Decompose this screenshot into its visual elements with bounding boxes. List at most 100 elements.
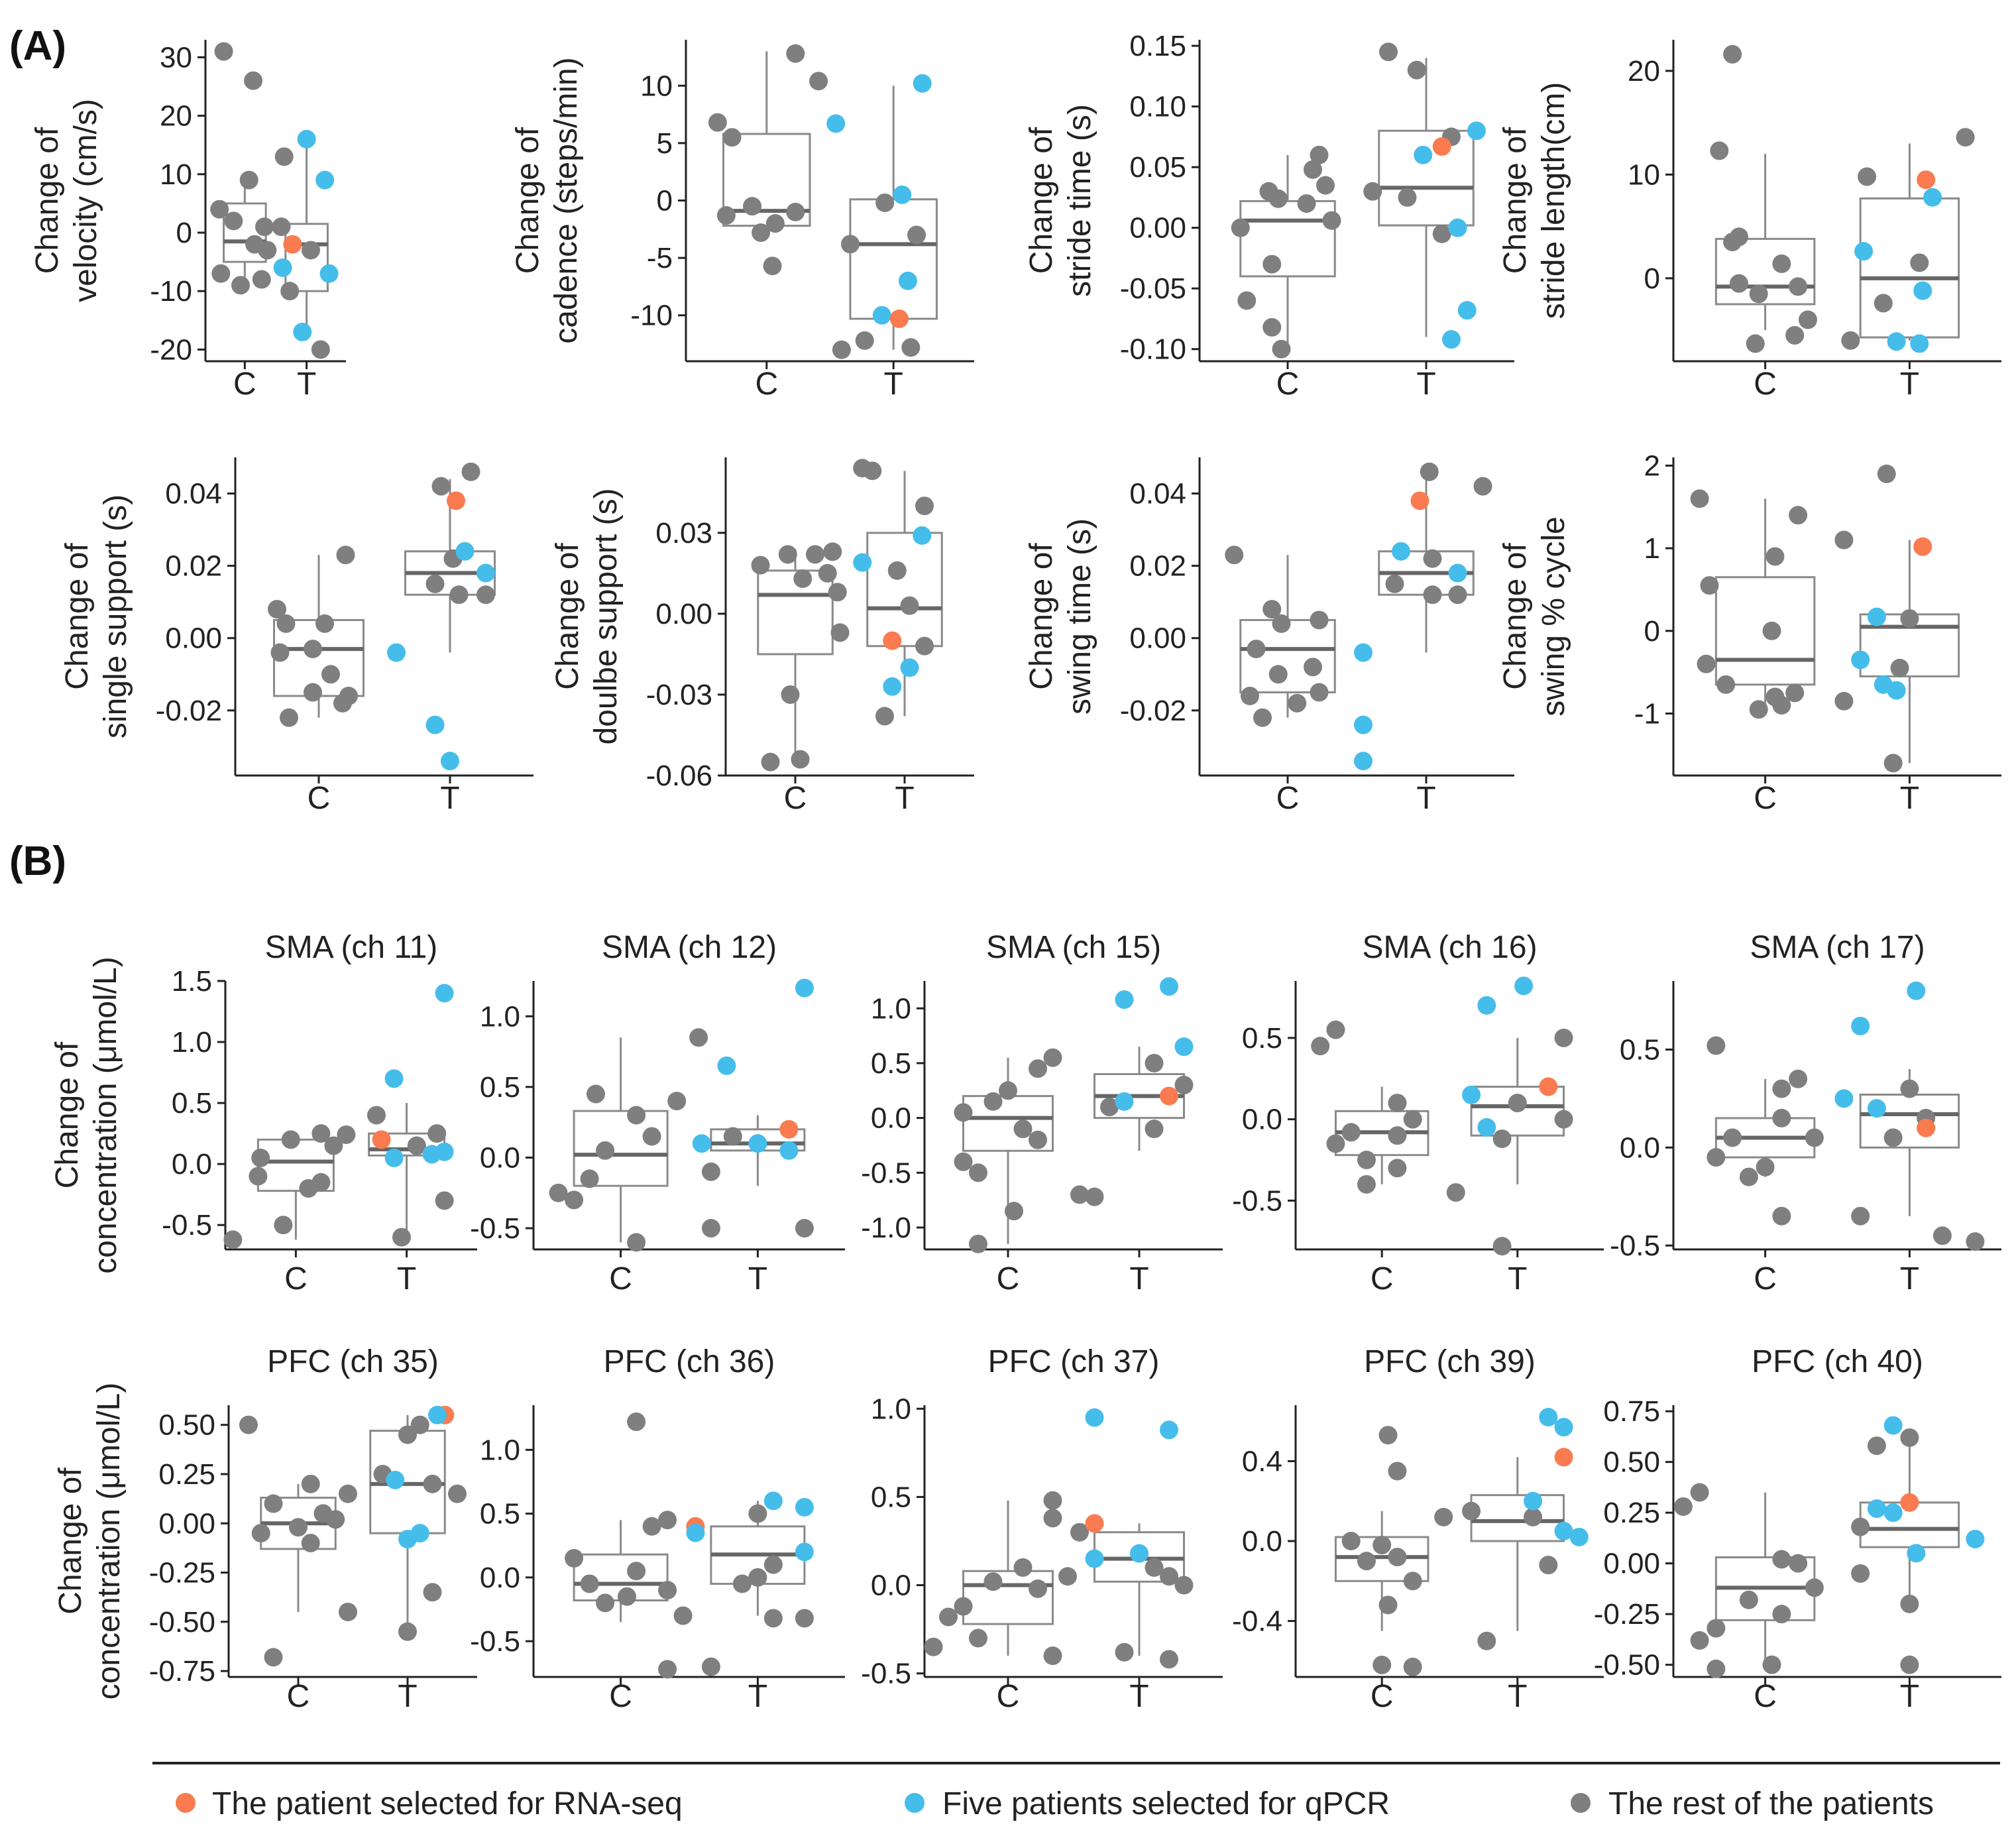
data-point-rest	[1085, 1187, 1104, 1206]
data-point-rest	[1756, 1157, 1775, 1177]
x-tick-label-t: T	[1900, 1261, 1919, 1296]
data-point-rest	[1423, 585, 1442, 604]
data-point-rest	[743, 197, 762, 216]
data-point-rest	[336, 546, 355, 565]
panel-b-label: (B)	[9, 838, 66, 884]
x-tick-label-t: T	[1416, 781, 1435, 816]
data-point-rest	[1160, 1567, 1178, 1586]
data-point-rest	[1707, 1659, 1726, 1678]
data-point-rest	[658, 1511, 677, 1530]
data-point-rest	[281, 1130, 300, 1149]
y-axis-label-line: Change of	[50, 1041, 85, 1188]
data-point-rest	[1310, 683, 1329, 702]
data-point-rest	[1492, 1237, 1512, 1256]
data-point-rest	[1910, 253, 1929, 272]
data-point-rest	[1043, 1509, 1062, 1528]
data-point-rest	[1288, 693, 1307, 713]
y-tick-label: 20	[160, 100, 192, 133]
data-point-rest	[1070, 1523, 1089, 1542]
data-point-rest	[272, 217, 291, 237]
data-point-rest	[1100, 1098, 1119, 1117]
data-point-rest	[231, 276, 250, 295]
data-point-qpcr	[1887, 681, 1906, 700]
data-point-rest	[1789, 277, 1808, 296]
data-point-qpcr	[293, 322, 312, 341]
data-point-rest	[392, 1228, 411, 1247]
y-tick-label: -0.4	[1232, 1605, 1282, 1638]
data-point-rest	[1432, 224, 1451, 243]
y-axis-label-line: stride length(cm)	[1536, 82, 1571, 319]
y-tick-label: -1	[1634, 697, 1660, 730]
x-tick-label-c: C	[1276, 367, 1300, 402]
data-point-rest	[765, 214, 785, 233]
data-point-qpcr	[476, 563, 495, 583]
data-point-rest	[1900, 1655, 1919, 1674]
data-point-rest	[627, 1233, 646, 1252]
data-point-rest	[761, 752, 780, 772]
data-point-rest	[1707, 1148, 1726, 1167]
data-point-rest	[752, 223, 771, 242]
data-point-rest	[954, 1597, 973, 1616]
data-point-rest	[1789, 1554, 1808, 1573]
data-point-rest	[398, 1425, 417, 1444]
data-point-rest	[763, 1609, 783, 1628]
y-tick-label: 0.0	[480, 1562, 520, 1594]
y-tick-label: 0.00	[1129, 622, 1186, 655]
data-point-rest	[1304, 658, 1322, 677]
data-point-rna-seq	[1085, 1514, 1104, 1533]
y-tick-label: 0.5	[172, 1087, 212, 1120]
data-point-rest	[1403, 1657, 1422, 1676]
data-point-rest	[1247, 640, 1266, 659]
y-axis-label-line: cadence (steps/min)	[549, 57, 584, 343]
data-point-rest	[1508, 1094, 1527, 1113]
x-tick-label-c: C	[609, 1679, 632, 1714]
y-tick-label: 10	[640, 70, 673, 102]
legend-label-qpcr: Five patients selected for qPCR	[942, 1786, 1390, 1821]
data-point-rest	[1966, 1232, 1985, 1251]
x-tick-label-c: C	[755, 367, 778, 402]
x-tick-label-t: T	[297, 367, 316, 402]
data-point-rest	[311, 340, 330, 359]
data-point-rest	[425, 574, 445, 593]
data-point-rest	[1423, 549, 1442, 568]
chart-pfc35: 0.50 0.25 0.00 -0.25 -0.50 -0.75 C T PFC (ch 35)…	[53, 1344, 477, 1714]
y-tick-label: 0.0	[871, 1102, 911, 1135]
legend: The patient selected for RNA-seq Five pa…	[152, 1762, 2000, 1821]
x-tick-label-t: T	[748, 1261, 767, 1296]
data-point-rest	[618, 1587, 636, 1606]
y-axis-label-line: Change of	[1024, 127, 1059, 274]
y-axis-label-line: concentration (μmol/L)	[91, 1383, 127, 1700]
data-point-qpcr	[779, 1141, 799, 1160]
data-point-qpcr	[428, 1405, 447, 1424]
data-point-rna-seq	[883, 631, 902, 650]
y-tick-label: 0.04	[1129, 478, 1186, 510]
data-point-rest	[1013, 1558, 1033, 1577]
data-point-qpcr	[1854, 242, 1874, 261]
data-point-rest	[1341, 1123, 1361, 1142]
data-point-rest	[1851, 1564, 1870, 1583]
data-point-rest	[1789, 506, 1808, 525]
chart-sma16: 0.5 0.0 -0.5 C T SMA (ch 16)	[1232, 930, 1604, 1296]
y-tick-label: -10	[150, 275, 192, 308]
data-point-qpcr	[422, 1145, 441, 1164]
data-point-qpcr	[1442, 330, 1461, 349]
data-point-rest	[1304, 160, 1322, 179]
y-tick-label: 0.50	[1603, 1446, 1660, 1479]
y-tick-label: 0.02	[165, 550, 222, 583]
data-point-rest	[1322, 211, 1341, 230]
chart-pfc36: 1.0 0.5 0.0 -0.5 C T PFC (ch 36)	[470, 1344, 845, 1714]
data-point-rest	[1690, 1631, 1709, 1650]
data-point-qpcr	[425, 715, 445, 734]
y-tick-label: 0.0	[1620, 1131, 1660, 1164]
data-point-qpcr	[1457, 301, 1477, 320]
data-point-qpcr	[1569, 1527, 1589, 1546]
data-point-rest	[1378, 1426, 1398, 1445]
data-point-qpcr	[795, 1497, 814, 1517]
data-point-qpcr	[883, 677, 902, 696]
chart-pfc39: 0.4 0.0 -0.4 C T PFC (ch 39)	[1232, 1344, 1604, 1714]
data-point-rest	[915, 496, 934, 516]
data-point-rest	[907, 225, 926, 245]
data-point-rest	[1700, 576, 1719, 595]
data-point-rest	[1160, 1650, 1178, 1669]
x-tick-label-c: C	[1754, 1261, 1777, 1296]
